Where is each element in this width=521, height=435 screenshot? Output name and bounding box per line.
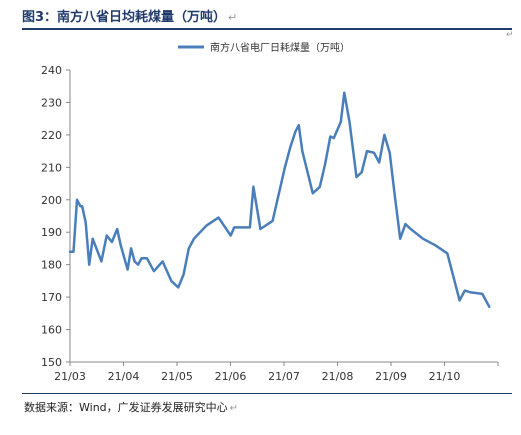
data-point: [252, 186, 254, 188]
x-tick-label: 21/04: [108, 370, 140, 383]
data-point: [434, 244, 436, 246]
data-point: [188, 247, 190, 249]
data-point: [284, 166, 286, 168]
data-point: [238, 226, 240, 228]
data-point: [69, 251, 71, 253]
data-point: [464, 289, 466, 291]
y-tick-label: 200: [41, 194, 62, 207]
data-point: [81, 205, 83, 207]
data-point: [76, 199, 78, 201]
data-point: [161, 260, 163, 262]
data-point: [294, 130, 296, 132]
data-point: [249, 226, 251, 228]
x-tick-label: 21/07: [268, 370, 300, 383]
data-point: [88, 264, 90, 266]
data-point: [146, 257, 148, 259]
data-point: [329, 135, 331, 137]
data-point: [230, 234, 232, 236]
title-rule: [22, 28, 512, 30]
x-tick-label: 21/09: [375, 370, 407, 383]
figure-title: 图3：南方八省日均耗煤量（万吨） ↵: [22, 6, 237, 25]
data-point: [298, 124, 300, 126]
data-point: [133, 260, 135, 262]
data-point: [324, 163, 326, 165]
data-point: [422, 238, 424, 240]
data-point: [140, 257, 142, 259]
data-point: [469, 291, 471, 293]
y-tick-label: 180: [41, 259, 62, 272]
data-point: [378, 161, 380, 163]
data-point: [481, 293, 483, 295]
data-point: [333, 137, 335, 139]
data-point: [458, 299, 460, 301]
x-tick-label: 21/08: [322, 370, 354, 383]
data-point: [301, 150, 303, 152]
data-point: [340, 121, 342, 123]
data-point: [271, 220, 273, 222]
source-text: 数据来源：Wind，广发证券发展研究中心: [24, 401, 228, 414]
data-point: [446, 252, 448, 254]
data-point: [116, 228, 118, 230]
source-note: 数据来源：Wind，广发证券发展研究中心 ↵: [24, 399, 238, 415]
y-tick-label: 240: [41, 64, 62, 77]
y-tick-label: 150: [41, 356, 62, 369]
data-point: [366, 150, 368, 152]
data-point: [137, 264, 139, 266]
x-tick-label: 21/05: [161, 370, 193, 383]
data-point: [72, 251, 74, 253]
x-tick-label: 21/03: [54, 370, 86, 383]
figure-title-text: 图3：南方八省日均耗煤量（万吨）: [22, 10, 227, 25]
data-point: [205, 225, 207, 227]
data-point: [488, 306, 490, 308]
data-point: [404, 223, 406, 225]
return-mark-icon: ↵: [228, 11, 238, 24]
data-point: [355, 176, 357, 178]
return-mark-icon: ↵: [229, 403, 239, 414]
data-point: [120, 244, 122, 246]
data-point: [399, 238, 401, 240]
y-tick-label: 220: [41, 129, 62, 142]
y-tick-label: 230: [41, 96, 62, 109]
data-point: [343, 92, 345, 94]
data-point: [85, 221, 87, 223]
data-point: [217, 216, 219, 218]
data-point: [193, 238, 195, 240]
data-point: [389, 152, 391, 154]
data-point: [319, 186, 321, 188]
side-mark-icon: ↵: [506, 30, 514, 40]
data-point: [100, 260, 102, 262]
legend-label: 南方八省电厂日耗煤量（万吨）: [210, 41, 350, 54]
data-point: [410, 228, 412, 230]
y-tick-label: 160: [41, 324, 62, 337]
data-point: [92, 238, 94, 240]
y-tick-label: 170: [41, 291, 62, 304]
data-point: [259, 228, 261, 230]
data-point: [177, 286, 179, 288]
data-point: [233, 226, 235, 228]
series-line: [68, 91, 491, 309]
data-point: [182, 273, 184, 275]
data-point: [153, 270, 155, 272]
data-point: [111, 241, 113, 243]
data-point: [170, 280, 172, 282]
source-rule: [22, 393, 512, 394]
data-point: [312, 192, 314, 194]
x-tick-label: 21/10: [429, 370, 461, 383]
data-point: [130, 247, 132, 249]
data-point: [361, 171, 363, 173]
y-tick-label: 210: [41, 161, 62, 174]
data-point: [348, 121, 350, 123]
data-point: [289, 147, 291, 149]
x-tick-label: 21/06: [215, 370, 247, 383]
line-chart: 150 160 170 180 190 200 210 220 230 240 21/03 21/04…: [41, 41, 499, 383]
data-point: [383, 134, 385, 136]
data-point: [373, 152, 375, 154]
data-point: [126, 268, 128, 270]
data-point: [394, 195, 396, 197]
data-point: [106, 234, 108, 236]
y-tick-label: 190: [41, 226, 62, 239]
